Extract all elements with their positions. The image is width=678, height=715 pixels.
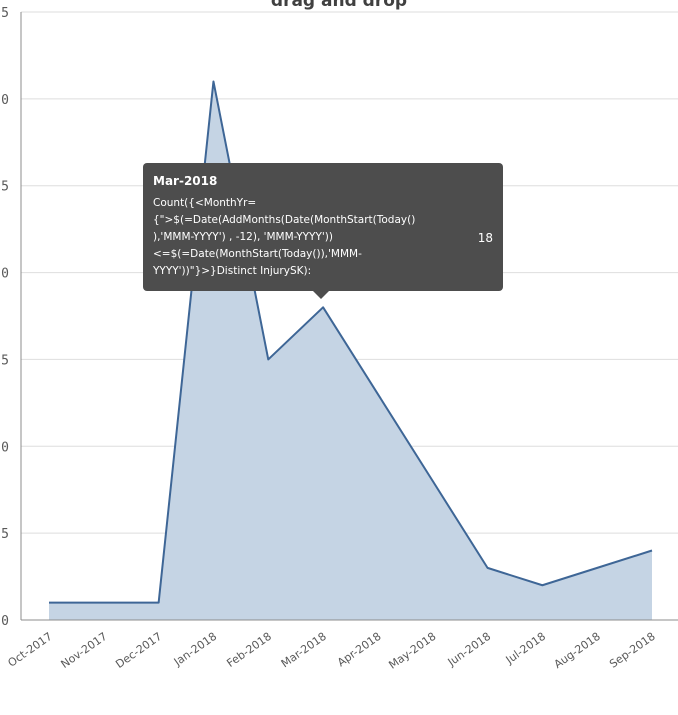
- gridlines: [21, 11, 678, 534]
- x-tick-label: Aug-2018: [552, 630, 603, 671]
- chart-title: drag and drop: [270, 0, 408, 11]
- x-tick-label: Apr-2018: [335, 630, 384, 669]
- y-tick-label: 0: [1, 93, 9, 108]
- y-tick-labels: 0 5 0 5 0 5 0 5: [1, 6, 9, 629]
- y-tick-label: 5: [1, 527, 9, 542]
- x-tick-label: Feb-2018: [224, 630, 274, 670]
- data-point[interactable]: [155, 599, 163, 607]
- x-tick-labels: Oct-2017 Nov-2017 Dec-2017 Jan-2018 Feb-2018…: [6, 630, 658, 672]
- tooltip-title: Mar-2018: [153, 174, 218, 188]
- x-tick-label: Dec-2017: [113, 630, 164, 671]
- x-tick-label: May-2018: [386, 630, 438, 672]
- y-tick-label: 5: [1, 353, 9, 368]
- data-point[interactable]: [484, 564, 492, 572]
- y-tick-label: 0: [1, 267, 9, 282]
- x-tick-label: Sep-2018: [607, 630, 658, 671]
- x-tick-label: Oct-2017: [6, 630, 55, 670]
- y-tick-label: 0: [1, 614, 9, 629]
- axes: [20, 12, 678, 621]
- y-tick-label: 0: [1, 440, 9, 455]
- data-point[interactable]: [374, 390, 382, 398]
- y-tick-label: 5: [1, 6, 9, 21]
- data-point[interactable]: [100, 599, 108, 607]
- y-tick-label: 5: [1, 180, 9, 195]
- x-tick-label: Nov-2017: [59, 630, 110, 671]
- x-tick-label: Jan-2018: [171, 630, 219, 669]
- tooltip: Mar-2018 Count({<MonthYr= {">$(=Date(Add…: [143, 163, 503, 299]
- data-point[interactable]: [264, 355, 272, 363]
- x-tick-label: Mar-2018: [279, 630, 329, 670]
- x-tick-label: Jul-2018: [503, 630, 548, 667]
- tooltip-expression: Count({<MonthYr= {">$(=Date(AddMonths(Da…: [153, 197, 416, 277]
- series-area-layer[interactable]: [45, 77, 656, 620]
- data-point[interactable]: [209, 77, 217, 85]
- tooltip-row: Count({<MonthYr= {">$(=Date(AddMonths(Da…: [153, 195, 493, 280]
- tooltip-value: 18: [477, 230, 493, 245]
- data-point[interactable]: [319, 303, 327, 311]
- data-point[interactable]: [648, 547, 656, 555]
- data-point[interactable]: [538, 581, 546, 589]
- tooltip-arrow: [313, 291, 329, 299]
- data-point[interactable]: [45, 599, 53, 607]
- data-point[interactable]: [429, 477, 437, 485]
- series-line[interactable]: [49, 80, 653, 604]
- data-point[interactable]: [593, 564, 601, 572]
- x-tick-label: Jun-2018: [445, 630, 494, 669]
